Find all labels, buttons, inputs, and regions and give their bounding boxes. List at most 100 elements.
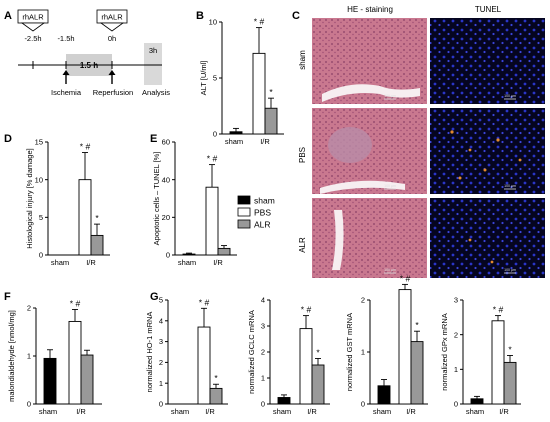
he-image-alr	[312, 198, 427, 278]
analysis-window	[144, 43, 162, 85]
row-label-alr: ALR	[298, 237, 307, 253]
micrograph-panel: HE - staining TUNEL sham PBS ALR 100 µm …	[298, 5, 545, 278]
bar-g3-sham	[377, 385, 391, 405]
y-tick-label-g1-0: 0	[159, 400, 163, 409]
group-label-g2-ir: I/R	[307, 407, 317, 416]
bar-d-pbs	[78, 179, 92, 256]
significance-d-pbs: * #	[80, 142, 91, 152]
time-minus-2-5h: -2.5h	[24, 34, 41, 43]
chart-b: 0 5 10 ALT [U/ml] * # * sham I/R	[199, 17, 284, 146]
y-tick-label-g4-1: 1	[454, 365, 458, 374]
time-minus-1-5h: -1.5h	[57, 34, 74, 43]
y-tick-label-g1-4: 4	[159, 316, 163, 325]
event-reperfusion: Reperfusion	[93, 88, 133, 97]
y-tick-label-g2-3: 3	[261, 322, 265, 331]
y-tick-label-f-0: 0	[27, 400, 31, 409]
significance-g4-pbs: * #	[493, 305, 504, 315]
group-label-g3-sham: sham	[373, 407, 391, 416]
y-tick-label-g1-5: 5	[159, 296, 163, 305]
y-tick-label-g2-4: 4	[261, 296, 265, 305]
scale-label-tunel-alr: 100 µm	[504, 268, 516, 272]
group-label-b-ir: I/R	[260, 137, 270, 146]
y-tick-label-e-2: 40	[162, 175, 170, 184]
group-label-e-sham: sham	[178, 258, 196, 267]
group-label-b-sham: sham	[225, 137, 243, 146]
scale-label-tunel-pbs: 100 µm	[504, 184, 516, 188]
y-axis-label-d: Histological injury [% damage]	[25, 148, 34, 248]
significance-e-pbs: * #	[207, 154, 218, 164]
bar-g4-pbs	[491, 320, 505, 405]
bar-g3-alr	[410, 341, 424, 405]
y-tick-label-g4-0: 0	[454, 400, 458, 409]
y-tick-label-b-1: 5	[213, 74, 217, 83]
legend-label-sham: sham	[254, 196, 275, 206]
y-tick-label-g2-0: 0	[261, 400, 265, 409]
y-axis-label-g1: normalized HO-1 mRNA	[145, 312, 154, 393]
chart-g4: 0 1 2 3 normalized GPx mRNA * # * sham I/R	[440, 296, 521, 416]
y-tick-label-b-2: 10	[209, 18, 217, 27]
bar-b-pbs	[252, 52, 266, 135]
bar-g4-alr	[503, 361, 517, 405]
event-analysis: Analysis	[142, 88, 170, 97]
group-label-f-ir: I/R	[76, 407, 86, 416]
y-tick-label-g3-1: 1	[361, 348, 365, 357]
legend-label-alr: ALR	[254, 220, 271, 230]
col-title-tunel: TUNEL	[475, 5, 502, 14]
bar-g4-sham	[470, 398, 484, 405]
y-tick-label-g1-2: 2	[159, 358, 163, 367]
y-tick-label-d-0: 0	[39, 251, 43, 260]
y-tick-label-g3-2: 2	[361, 296, 365, 305]
legend-label-pbs: PBS	[254, 208, 271, 218]
panel-letter-c: C	[292, 10, 300, 22]
y-tick-label-g1-1: 1	[159, 379, 163, 388]
y-tick-label-d-3: 15	[35, 138, 43, 147]
time-0h: 0h	[108, 34, 116, 43]
legend: sham PBS ALR	[237, 196, 275, 230]
scale-label-he-alr: 100 µm	[384, 268, 396, 272]
significance-g1-pbs: * #	[199, 297, 210, 307]
tunel-image-alr	[430, 198, 545, 278]
ischemia-duration: 1.5 h	[80, 61, 98, 70]
y-tick-label-e-1: 20	[162, 213, 170, 222]
bar-g2-pbs	[299, 328, 313, 405]
chart-g1: 0 1 2 3 4 5 normalized HO-1 mRNA * # * sham I/R	[145, 296, 228, 416]
panel-letter-a: A	[4, 10, 12, 22]
bar-d-alr	[90, 234, 104, 256]
bar-b-alr	[264, 107, 278, 135]
bar-b-sham	[229, 131, 243, 135]
time-3h: 3h	[149, 46, 157, 55]
bar-e-alr	[217, 247, 231, 256]
y-tick-label-g1-3: 3	[159, 337, 163, 346]
event-ischemia: Ischemia	[51, 88, 82, 97]
group-label-d-sham: sham	[51, 258, 69, 267]
reperfusion-arrowhead	[108, 70, 116, 75]
y-axis-label-b: ALT [U/ml]	[199, 61, 208, 96]
y-tick-label-g2-2: 2	[261, 348, 265, 357]
group-label-d-ir: I/R	[86, 258, 96, 267]
y-tick-label-b-0: 0	[213, 130, 217, 139]
panel-letter-e: E	[150, 133, 157, 145]
he-vessel-pbs	[320, 180, 405, 194]
bar-e-sham	[182, 253, 196, 256]
group-label-g4-sham: sham	[466, 407, 484, 416]
y-axis-label-g2: normalized GCLC mRNA	[247, 310, 256, 394]
y-tick-label-d-2: 10	[35, 175, 43, 184]
scale-label-tunel-sham: 100 µm	[504, 94, 516, 98]
drug-arrow-1	[20, 22, 46, 32]
legend-swatch-alr	[237, 219, 251, 229]
y-axis-label-e: Apoptotic cells – TUNEL [%]	[152, 152, 161, 246]
col-title-he: HE - staining	[347, 5, 393, 14]
legend-swatch-pbs	[237, 207, 251, 217]
bar-e-pbs	[205, 186, 219, 256]
significance-d-alr: *	[95, 213, 99, 223]
significance-b-pbs: * #	[254, 17, 265, 27]
bar-f-alr	[80, 354, 94, 405]
bar-g2-alr	[311, 364, 325, 405]
y-tick-label-d-1: 5	[39, 213, 43, 222]
y-tick-label-g4-3: 3	[454, 296, 458, 305]
significance-g2-alr: *	[316, 348, 320, 358]
tunel-image-pbs	[430, 108, 545, 194]
drug-label-1: rhALR	[22, 13, 44, 22]
